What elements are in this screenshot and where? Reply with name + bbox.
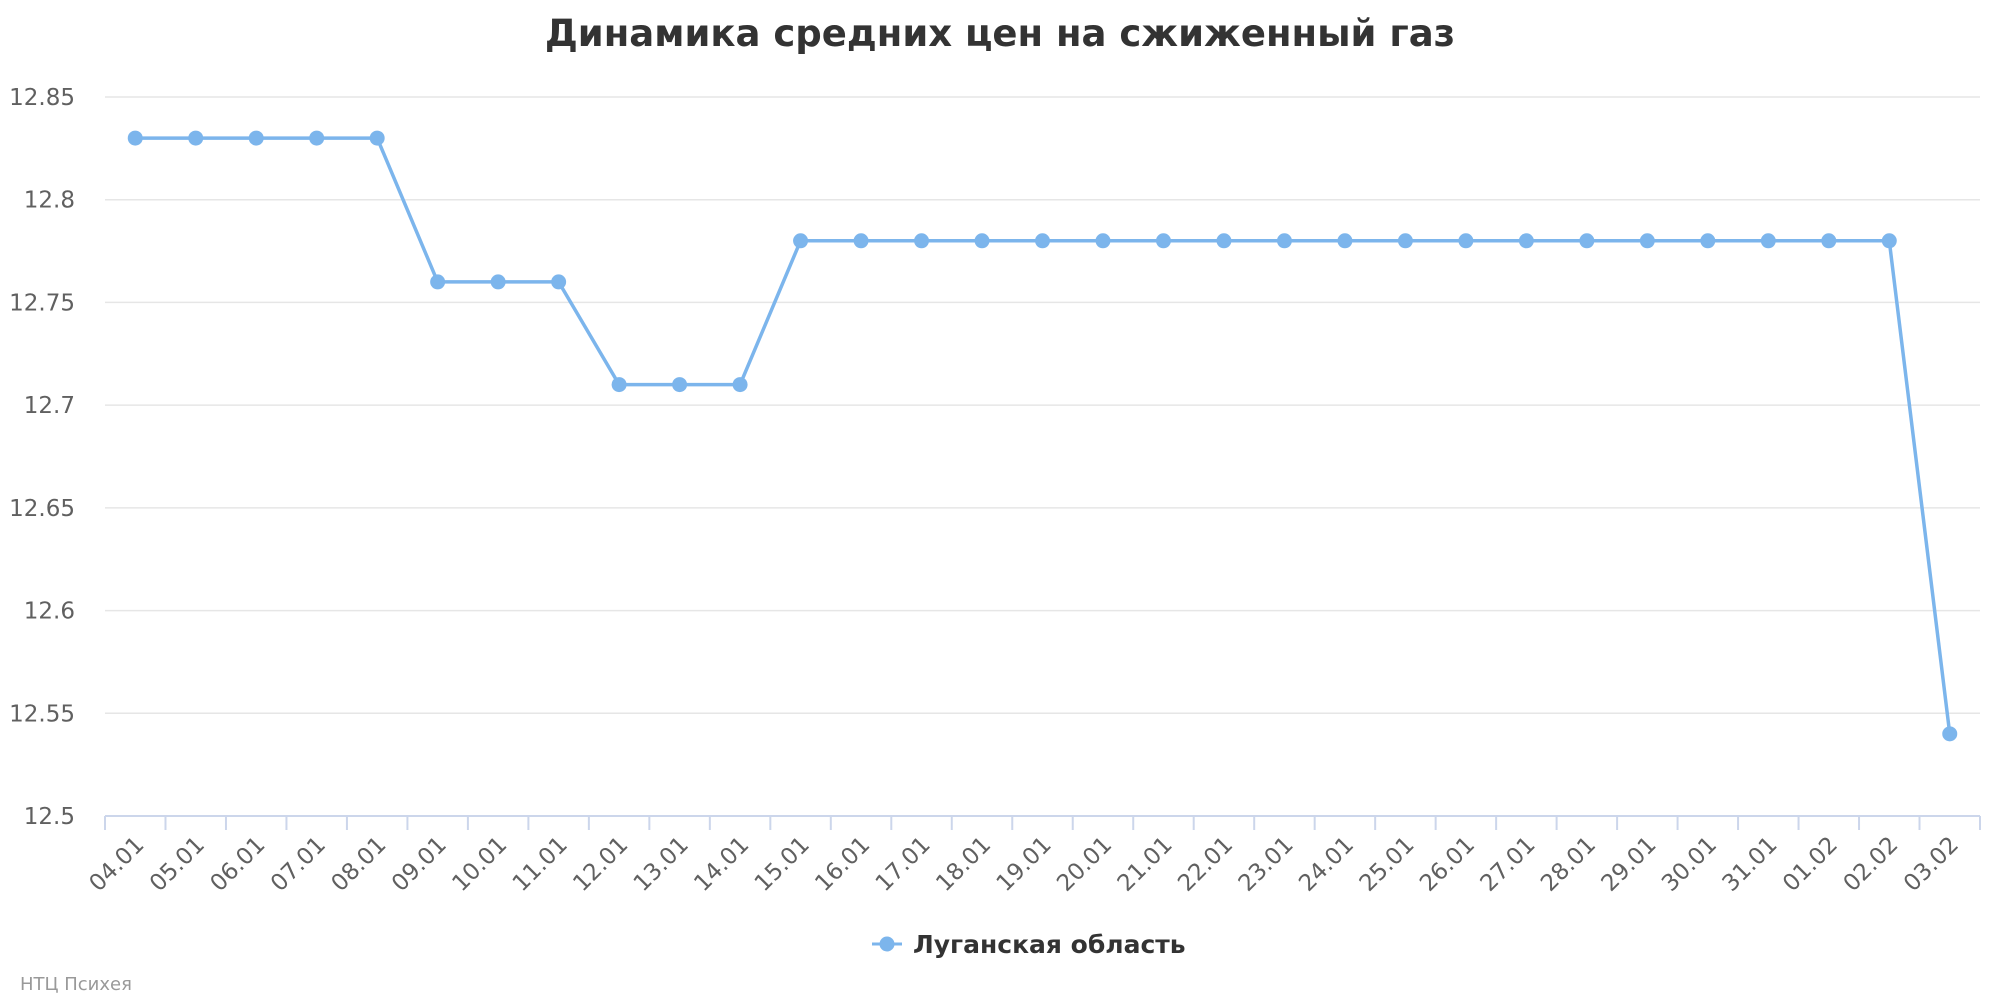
y-axis-labels: 12.5 12.55 12.6 12.65 12.7 12.75 12.8 12.85 [9, 85, 75, 830]
data-point[interactable] [1095, 233, 1111, 249]
x-axis-labels: 04.0105.0106.0107.0108.0109.0110.0111.01… [85, 832, 1964, 897]
y-tick-label: 12.85 [9, 85, 75, 111]
data-point[interactable] [974, 233, 990, 249]
legend-marker-icon [879, 936, 895, 952]
data-point[interactable] [1579, 233, 1595, 249]
data-point[interactable] [309, 130, 325, 146]
data-point[interactable] [1035, 233, 1050, 249]
x-tick-label: 01.02 [1778, 832, 1843, 897]
x-tick-label: 16.01 [810, 832, 875, 897]
x-tick-label: 14.01 [689, 832, 754, 897]
data-point[interactable] [1155, 233, 1171, 249]
data-point[interactable] [1639, 233, 1655, 249]
x-tick-label: 27.01 [1476, 832, 1541, 897]
series-layer [127, 130, 1958, 742]
gridlines [105, 96, 1980, 715]
x-tick-label: 21.01 [1113, 832, 1178, 897]
data-point[interactable] [853, 233, 869, 249]
x-tick-label: 07.01 [266, 832, 331, 897]
data-point[interactable] [369, 130, 385, 146]
data-point[interactable] [1881, 233, 1897, 249]
x-tick-label: 05.01 [145, 832, 210, 897]
x-tick-label: 30.01 [1657, 832, 1722, 897]
data-point[interactable] [551, 274, 567, 290]
data-point[interactable] [611, 377, 627, 393]
y-tick-label: 12.65 [9, 496, 75, 522]
data-point[interactable] [1760, 233, 1776, 249]
data-point[interactable] [490, 274, 506, 290]
y-tick-label: 12.55 [9, 701, 75, 727]
x-tick-label: 23.01 [1234, 832, 1299, 897]
data-point[interactable] [914, 233, 930, 249]
data-point[interactable] [672, 377, 688, 393]
x-tick-label: 12.01 [568, 832, 633, 897]
x-tick-label: 24.01 [1294, 832, 1359, 897]
x-tick-label: 28.01 [1536, 832, 1601, 897]
x-tick-label: 04.01 [85, 832, 150, 897]
x-tick-label: 25.01 [1355, 832, 1420, 897]
x-tick-label: 26.01 [1415, 832, 1480, 897]
x-axis [104, 815, 1981, 830]
legend-item-label: Луганская область [913, 930, 1186, 959]
x-tick-label: 03.02 [1899, 832, 1964, 897]
x-tick-label: 31.01 [1718, 832, 1783, 897]
x-tick-label: 08.01 [326, 832, 391, 897]
legend[interactable]: Луганская область [872, 930, 1186, 959]
x-tick-label: 09.01 [387, 832, 452, 897]
data-point[interactable] [793, 233, 809, 249]
x-tick-label: 10.01 [447, 832, 512, 897]
data-point[interactable] [1337, 233, 1353, 249]
series-line [133, 136, 1952, 736]
y-tick-label: 12.5 [24, 804, 75, 830]
x-tick-label: 29.01 [1597, 832, 1662, 897]
x-tick-label: 06.01 [205, 832, 270, 897]
data-point[interactable] [1458, 233, 1474, 249]
x-tick-label: 22.01 [1173, 832, 1238, 897]
credits-text[interactable]: НТЦ Психея [20, 974, 132, 995]
data-point[interactable] [1518, 233, 1534, 249]
data-point[interactable] [127, 130, 143, 146]
data-point[interactable] [1397, 233, 1413, 249]
data-point[interactable] [1942, 726, 1958, 742]
data-point[interactable] [1821, 233, 1837, 249]
y-tick-label: 12.7 [24, 393, 75, 419]
y-tick-label: 12.8 [24, 188, 75, 214]
chart-title: Динамика средних цен на сжиженный газ [545, 12, 1455, 55]
data-point[interactable] [1216, 233, 1232, 249]
x-tick-label: 02.02 [1839, 832, 1904, 897]
x-tick-label: 18.01 [931, 832, 996, 897]
x-tick-label: 20.01 [1052, 832, 1117, 897]
data-point[interactable] [188, 130, 204, 146]
data-point[interactable] [1276, 233, 1292, 249]
x-tick-label: 17.01 [871, 832, 936, 897]
x-tick-label: 13.01 [629, 832, 694, 897]
x-tick-label: 15.01 [750, 832, 815, 897]
x-tick-label: 19.01 [992, 832, 1057, 897]
data-point[interactable] [248, 130, 264, 146]
y-tick-label: 12.75 [9, 290, 75, 316]
data-point[interactable] [732, 377, 748, 393]
y-tick-label: 12.6 [24, 599, 75, 625]
x-tick-label: 11.01 [508, 832, 573, 897]
data-point[interactable] [430, 274, 446, 290]
data-point[interactable] [1700, 233, 1716, 249]
